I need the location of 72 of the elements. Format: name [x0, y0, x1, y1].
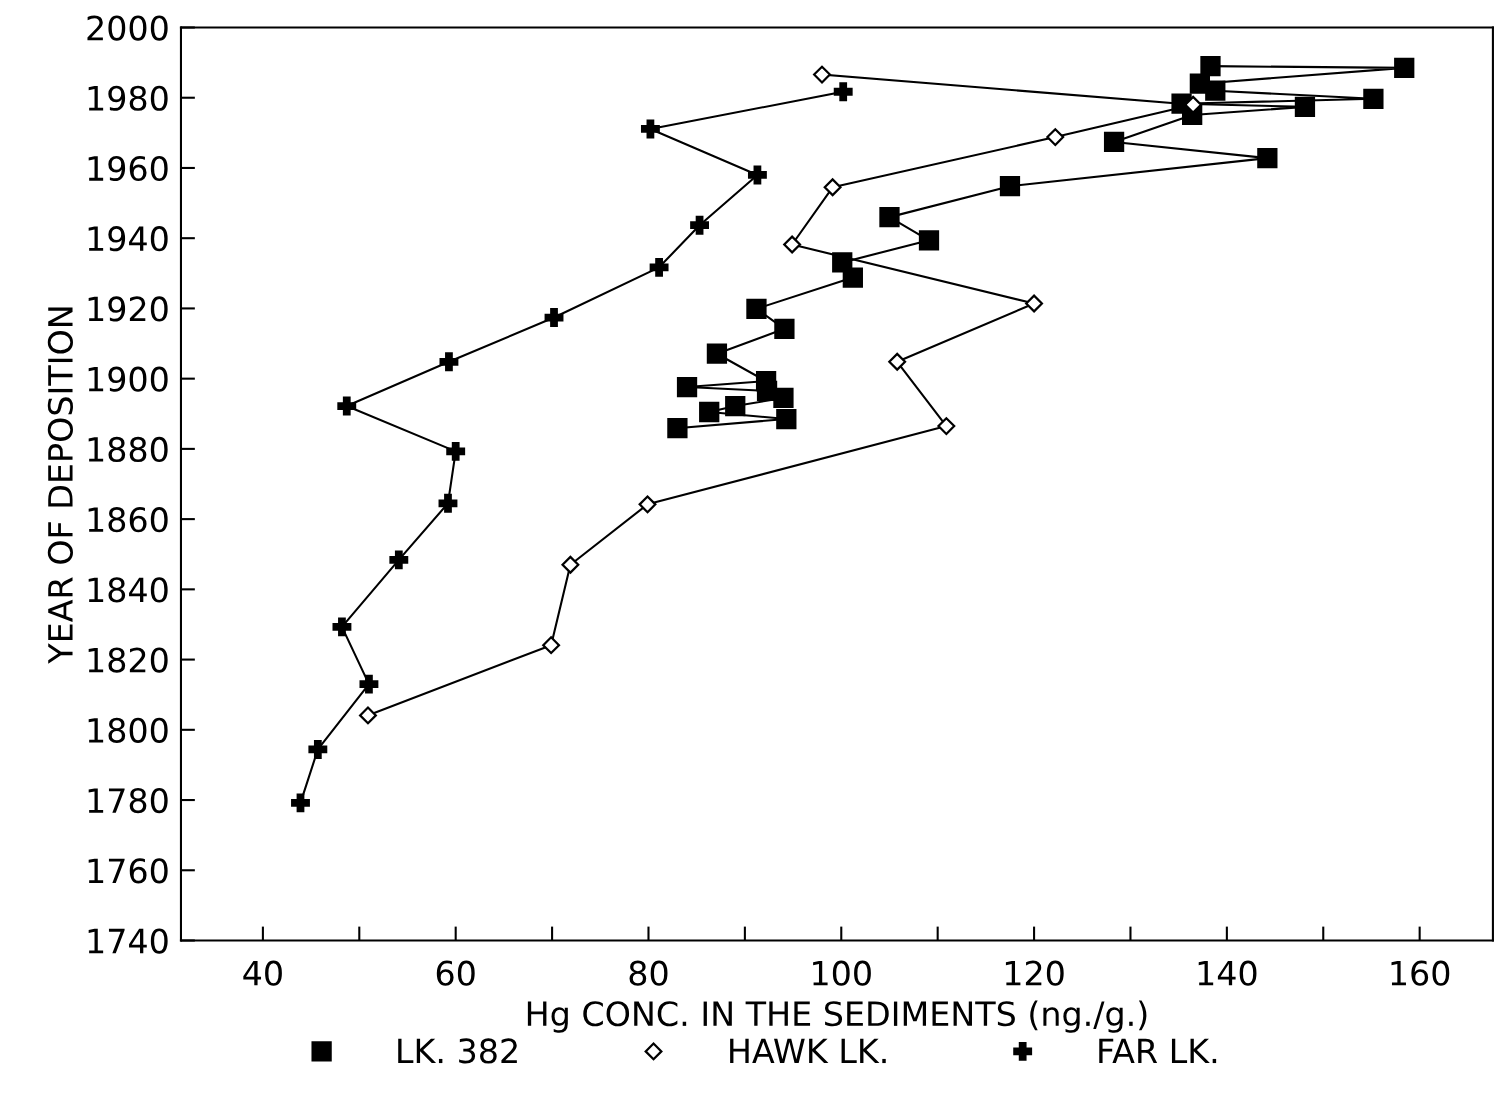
point: [888, 352, 907, 371]
point: [1363, 88, 1384, 109]
point: [359, 706, 377, 725]
point: [561, 555, 580, 574]
x-tick-label: 120: [1005, 960, 1064, 986]
point: [999, 176, 1021, 197]
x-tick-label: 80: [629, 960, 668, 986]
y-tick-label: 2000: [87, 15, 168, 41]
y-tick-label: 1880: [88, 436, 168, 463]
y-tick-label: 1860: [88, 507, 168, 533]
y-axis-title: YEAR OF DEPOSITION: [47, 307, 73, 664]
point: [699, 401, 720, 423]
point: [308, 740, 328, 759]
point: [747, 165, 767, 185]
point: [1200, 55, 1221, 77]
point: [337, 396, 357, 416]
point: [776, 408, 797, 430]
point: [676, 376, 698, 398]
y-tick-label: 1840: [88, 577, 168, 603]
y-tick-label: 1760: [88, 858, 168, 884]
point: [783, 235, 802, 254]
y-tick-label: 1800: [88, 717, 168, 743]
legend-label: LK. 382: [398, 1038, 517, 1064]
x-axis-title: Hg CONC. IN THE SEDIMENTS (ng./g.): [527, 1000, 1147, 1033]
point: [1257, 147, 1278, 169]
point: [690, 215, 710, 235]
point: [879, 206, 900, 228]
point: [937, 417, 956, 436]
point: [774, 318, 795, 339]
point: [640, 119, 660, 139]
y-tick-label: 1980: [88, 85, 168, 111]
x-tick-label: 100: [813, 960, 871, 986]
point: [544, 308, 564, 327]
y-tick-label: 1740: [88, 928, 168, 954]
point: [389, 550, 409, 570]
x-tick-label: 140: [1198, 960, 1257, 986]
legend-label: HAWK LK.: [730, 1038, 886, 1064]
point: [842, 267, 863, 288]
point: [1046, 128, 1065, 147]
x-tick-label: 60: [436, 960, 475, 986]
point: [746, 298, 767, 319]
y-tick-label: 1780: [88, 787, 168, 814]
x-tick-label: 40: [243, 960, 282, 986]
point: [446, 441, 466, 461]
point: [439, 352, 459, 372]
point: [706, 343, 728, 364]
legend-label: FAR LK.: [1099, 1038, 1217, 1064]
point: [1025, 294, 1044, 313]
point: [359, 674, 379, 694]
point: [542, 636, 561, 655]
point: [813, 65, 831, 84]
point: [773, 387, 794, 409]
y-tick-label: 1960: [88, 155, 168, 182]
point: [638, 495, 657, 514]
point: [438, 493, 458, 513]
y-tick-label: 1920: [88, 296, 168, 322]
point: [332, 617, 352, 637]
point: [1394, 57, 1415, 79]
point: [823, 178, 842, 197]
point: [667, 418, 688, 439]
y-tick-label: 1820: [88, 647, 168, 673]
point: [649, 257, 669, 277]
x-tick-label: 160: [1391, 960, 1450, 986]
point: [918, 230, 940, 251]
point: [833, 82, 853, 102]
point: [1294, 96, 1316, 117]
point: [1205, 80, 1226, 101]
point: [291, 793, 310, 813]
point: [1103, 131, 1125, 153]
y-tick-label: 1900: [88, 366, 168, 392]
y-tick-label: 1940: [88, 226, 168, 252]
point: [725, 395, 746, 417]
